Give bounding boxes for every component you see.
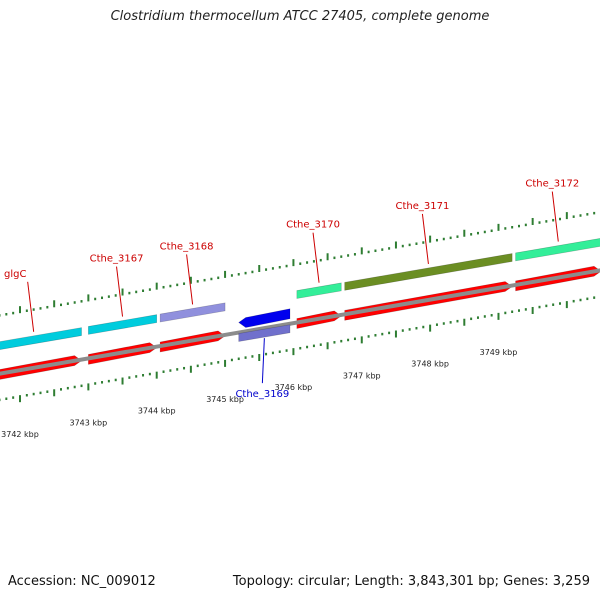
gene-label-cthe-3171: Cthe_3171 [395,201,449,212]
forward-cds-track [0,265,600,380]
forward-cog-track [0,238,600,350]
leader-line [551,191,559,242]
leader-line [421,213,429,264]
outer-tick-track [0,211,596,317]
scale-label-3747: 3747 kbp [343,371,381,380]
scale-tick-track [0,296,596,403]
scale-label-3744: 3744 kbp [138,407,176,416]
scale-label-3742: 3742 kbp [1,430,39,439]
cds-arrow-glgc [0,355,83,380]
gene-label-cthe-3167: Cthe_3167 [90,254,144,265]
cds-arrow-cthe-3169 [238,308,291,328]
gene-label-glgc: glgC [4,269,26,280]
cog-band-glgc [0,327,82,350]
backbone-line [0,268,600,376]
gene-label-cthe-3169: Cthe_3169 [235,389,289,400]
reverse-cds-track [238,308,291,328]
leader-line [116,266,124,317]
gene-label-cthe-3170: Cthe_3170 [286,220,340,231]
cog-band-cthe-3171 [344,253,513,291]
cog-band-cthe-3167 [88,314,158,335]
cog-band-cthe-3169 [238,324,291,342]
genome-stats-text: Topology: circular; Length: 3,843,301 bp… [232,574,590,589]
reverse-cog-track [238,324,291,342]
cog-band-cthe-3172 [515,238,600,262]
scale-labels: 3742 kbp 3743 kbp 3744 kbp 3745 kbp 3746 kbp… [1,348,517,439]
scale-label-3745: 3745 kbp [206,395,244,404]
accession-text: Accession: NC_009012 [8,574,156,589]
genome-backbone [0,268,600,376]
cog-band-cthe-3168 [159,302,226,323]
scale-label-3743: 3743 kbp [70,418,108,427]
scale-label-3749: 3749 kbp [480,348,518,357]
cog-band-cthe-3170 [296,282,342,299]
leader-line [186,254,194,305]
map-title: Clostridium thermocellum ATCC 27405, com… [110,9,490,24]
gene-label-cthe-3172: Cthe_3172 [525,179,579,190]
gene-labels: glgC Cthe_3167 Cthe_3168 Cthe_3169 Cthe_3170… [4,179,579,401]
scale-label-3746: 3746 kbp [275,383,313,392]
scale-label-3748: 3748 kbp [411,360,449,369]
leader-line [27,281,35,332]
leader-line [312,232,320,283]
gene-label-cthe-3168: Cthe_3168 [160,241,214,252]
leader-line [261,338,265,384]
